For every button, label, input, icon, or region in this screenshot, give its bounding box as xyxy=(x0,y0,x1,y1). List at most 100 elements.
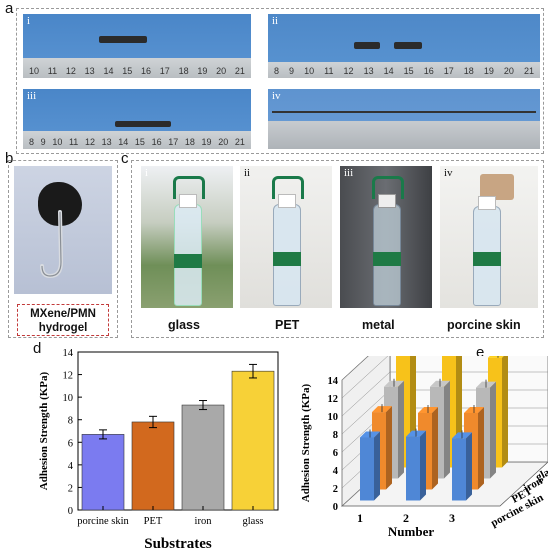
hydrogel-strip-cut-right xyxy=(394,42,422,49)
ruler-number: 11 xyxy=(68,137,79,147)
panel-c-frame xyxy=(131,160,544,338)
ruler-number: 19 xyxy=(201,137,212,147)
x-tick-label: glass xyxy=(243,516,264,527)
bar-porcine-skin xyxy=(81,434,125,511)
ruler-number: 15 xyxy=(122,66,133,76)
panel-b-frame xyxy=(8,160,118,338)
sub-label-c-iv: iv xyxy=(444,167,453,179)
y-tick-label: 2 xyxy=(333,484,338,495)
ruler-number: 13 xyxy=(101,137,112,147)
bar-porcine-skin-2 xyxy=(406,428,426,501)
caption-metal: metal xyxy=(362,318,395,332)
ruler-number: 12 xyxy=(84,137,95,147)
y-tick-label: 14 xyxy=(328,376,339,387)
ruler-number: 11 xyxy=(47,66,58,76)
bar-PET xyxy=(131,421,175,511)
ruler-number: 13 xyxy=(84,66,95,76)
ruler-numbers: 8 9 10 11 12 13 14 15 16 17 18 19 20 21 xyxy=(23,137,251,147)
ruler: 8 9 10 11 12 13 14 15 16 17 18 19 20 21 xyxy=(268,62,540,78)
sub-label-c-iii: iii xyxy=(344,167,354,179)
caption-line-1: MXene/PMN xyxy=(30,308,96,320)
x-tick-label: 2 xyxy=(403,511,409,525)
caption-glass: glass xyxy=(168,318,200,332)
ruler-number: 9 xyxy=(40,137,46,147)
y-tick-label: 10 xyxy=(328,412,339,423)
ruler-number: 16 xyxy=(151,137,162,147)
ruler-number: 12 xyxy=(343,66,354,76)
y-tick-label: 14 xyxy=(63,348,74,359)
ruler-number: 16 xyxy=(423,66,434,76)
bottle-handle xyxy=(272,176,304,199)
y-axis-title: Adhesion Strength (KPa) xyxy=(38,371,50,490)
ruler-number: 14 xyxy=(103,66,114,76)
ruler-number: 10 xyxy=(52,137,63,147)
ruler-number: 17 xyxy=(443,66,454,76)
panel-a-frame xyxy=(16,8,544,154)
ruler-number: 15 xyxy=(134,137,145,147)
panel-label-c: c xyxy=(121,150,129,167)
grid-line xyxy=(341,356,389,399)
photo-c-metal xyxy=(340,166,432,308)
ruler-number: 13 xyxy=(363,66,374,76)
metal-hook xyxy=(40,210,64,279)
bar-porcine-skin-1 xyxy=(360,429,380,501)
ruler-number: 20 xyxy=(216,66,227,76)
ruler-number: 10 xyxy=(29,66,40,76)
ruler-number: 20 xyxy=(503,66,514,76)
plot-frame xyxy=(77,351,279,511)
ruler-number: 21 xyxy=(234,137,245,147)
ruler-number: 18 xyxy=(463,66,474,76)
porcine-skin-piece xyxy=(480,174,514,200)
ruler-number: 20 xyxy=(218,137,229,147)
caption-porcine-skin: porcine skin xyxy=(447,318,521,332)
photo-a-iii: 8 9 10 11 12 13 14 15 16 17 18 19 20 21 xyxy=(23,89,251,149)
bottle-label xyxy=(174,254,202,268)
photo-a-iv xyxy=(268,89,540,149)
photo-c-porcine-skin xyxy=(440,166,538,308)
photo-a-i: 10 11 12 13 14 15 16 17 18 19 20 21 xyxy=(23,14,251,78)
photo-c-pet xyxy=(240,166,332,308)
ruler-number: 15 xyxy=(403,66,414,76)
sub-label-a-iv: iv xyxy=(272,90,281,102)
x-tick-label: iron xyxy=(195,516,213,527)
y-tick-label: 0 xyxy=(68,506,73,517)
x-axis-title: Substrates xyxy=(144,536,212,551)
ruler-number: 19 xyxy=(483,66,494,76)
x-tick-label: porcine skin xyxy=(77,516,129,527)
hydrogel-strip-cut-left xyxy=(354,42,380,49)
ruler-number: 8 xyxy=(274,66,280,76)
ruler-number: 8 xyxy=(29,137,35,147)
y-tick-label: 0 xyxy=(333,502,338,513)
y-tick-label: 10 xyxy=(63,393,74,404)
caption-pet: PET xyxy=(275,318,300,332)
y-tick-label: 12 xyxy=(63,371,74,382)
ruler-numbers: 8 9 10 11 12 13 14 15 16 17 18 19 20 21 xyxy=(268,66,540,76)
photo-c-glass xyxy=(141,166,233,308)
bottle-cap xyxy=(378,194,396,208)
ruler-number: 14 xyxy=(118,137,129,147)
bottle-label xyxy=(373,252,401,266)
bar-porcine-skin-3 xyxy=(452,430,472,501)
hydrogel-caption: MXene/PMN hydrogel xyxy=(17,304,109,336)
hydrogel-strip-healed xyxy=(115,121,171,127)
ruler-number: 11 xyxy=(324,66,334,76)
hydrogel-strip xyxy=(99,36,147,43)
y-tick-label: 2 xyxy=(68,483,73,494)
ruler-number: 18 xyxy=(184,137,195,147)
stretched-strip xyxy=(272,111,536,113)
grid-line xyxy=(341,356,369,381)
sub-label-c-ii: ii xyxy=(244,167,251,179)
ruler-number: 12 xyxy=(65,66,76,76)
y-tick-label: 8 xyxy=(333,430,338,441)
ruler-numbers: 10 11 12 13 14 15 16 17 18 19 20 21 xyxy=(23,66,251,76)
photo-b xyxy=(14,166,112,294)
ruler-number: 14 xyxy=(383,66,394,76)
x-axis-title: Number xyxy=(388,524,434,539)
y-tick-label: 4 xyxy=(333,466,339,477)
bottle-handle xyxy=(372,176,404,199)
ruler-number: 21 xyxy=(523,66,534,76)
bar-iron xyxy=(181,404,225,511)
sub-label-c-i: i xyxy=(145,167,149,179)
sub-label-a-ii: ii xyxy=(272,15,279,27)
